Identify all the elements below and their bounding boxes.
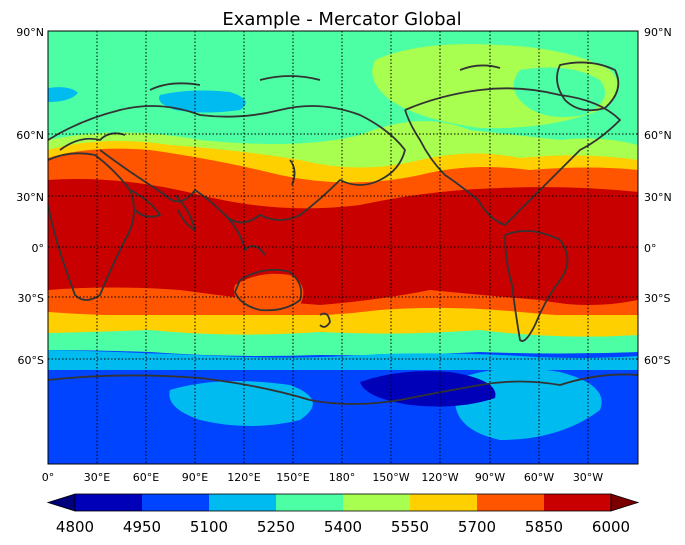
coast-india [174, 194, 196, 231]
coast-south-america [504, 230, 569, 342]
coast-greenland [556, 61, 620, 112]
band-arctic-green [513, 67, 605, 118]
colorbar-segment [209, 494, 277, 511]
lon-label: 90°W [475, 471, 505, 484]
coast-nz [319, 312, 331, 328]
colorbar-tick: 6000 [592, 518, 630, 536]
graticule [48, 31, 638, 464]
lat-label-right: 0° [644, 242, 657, 255]
lat-label-left: 30°S [18, 292, 44, 305]
lon-label: 60°E [133, 471, 159, 484]
coast-se-asia [224, 214, 266, 256]
colorbar-tick: 5550 [391, 518, 429, 536]
lat-label-left: 90°N [16, 26, 44, 39]
lat-label-right: 30°N [644, 191, 672, 204]
lat-label-right: 90°N [644, 26, 672, 39]
lon-label: 150°E [276, 471, 309, 484]
lat-labels-right: 90°N 60°N 30°N 0° 30°S 60°S [644, 26, 672, 367]
band-antarctic-midblue-2 [455, 368, 602, 440]
colorbar-segments [75, 494, 612, 511]
colorbar-segment [75, 494, 143, 511]
lat-labels-left: 90°N 60°N 30°N 0° 30°S 60°S [16, 26, 44, 367]
lat-label-right: 30°S [644, 292, 670, 305]
colorbar-tick: 4950 [123, 518, 161, 536]
coast-arabia [129, 189, 161, 218]
colorbar-over-triangle [610, 493, 640, 512]
colorbar-tick: 4800 [56, 518, 94, 536]
coast-australia [234, 268, 303, 312]
colorbar-tick: 5850 [525, 518, 563, 536]
lat-label-right: 60°N [644, 129, 672, 142]
colorbar-ticks: 4800 4950 5100 5250 5400 5550 5700 5850 … [56, 518, 630, 536]
lon-label: 30°W [573, 471, 603, 484]
lon-label: 60°W [524, 471, 554, 484]
lon-label: 120°E [227, 471, 260, 484]
colorbar-segment [477, 494, 545, 511]
coast-eurasia [48, 105, 406, 224]
band-antarctic-midblue [169, 381, 313, 426]
colorbar-tick: 5250 [257, 518, 295, 536]
map-title: Example - Mercator Global [222, 9, 461, 30]
lon-label: 90°E [182, 471, 208, 484]
colorbar-tick: 5100 [190, 518, 228, 536]
colorbar-segment [343, 494, 411, 511]
colorbar-frame [74, 493, 612, 512]
coast-europe [59, 132, 126, 151]
colorbar: 4800 4950 5100 5250 5400 5550 5700 5850 … [46, 493, 640, 536]
lat-label-right: 60°S [644, 354, 670, 367]
lon-label: 30°E [84, 471, 110, 484]
colorbar-segment [142, 494, 210, 511]
band-orange-australia [234, 273, 304, 314]
band-arctic-midblue [159, 90, 246, 113]
coast-north-america [404, 87, 621, 226]
band-arctic-midblue-left [48, 87, 78, 102]
colorbar-under-triangle [46, 493, 76, 512]
lat-label-left: 60°S [18, 354, 44, 367]
coast-africa [48, 152, 135, 301]
map-frame [47, 30, 639, 465]
lon-label: 120°W [421, 471, 458, 484]
band-antarctic-deepblue [360, 371, 496, 407]
coastlines [48, 61, 638, 405]
lat-label-left: 0° [32, 242, 45, 255]
colorbar-tick: 5700 [458, 518, 496, 536]
lon-label: 150°W [372, 471, 409, 484]
lon-label: 0° [42, 471, 55, 484]
coast-antarctica [48, 373, 638, 405]
lat-label-left: 30°N [16, 191, 44, 204]
colorbar-segment [276, 494, 344, 511]
band-south-midblue [48, 350, 638, 376]
lon-labels: 0° 30°E 60°E 90°E 120°E 150°E 180° 150°W… [42, 471, 604, 484]
colorbar-segment [410, 494, 478, 511]
lon-label: 180° [329, 471, 356, 484]
colorbar-tick: 5400 [324, 518, 362, 536]
lat-label-left: 60°N [16, 129, 44, 142]
colorbar-segment [544, 494, 612, 511]
